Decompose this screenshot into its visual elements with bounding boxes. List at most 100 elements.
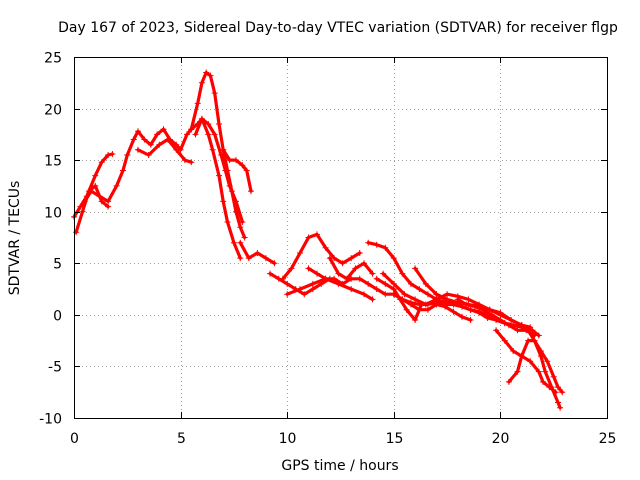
data-point	[209, 146, 216, 153]
data-point	[382, 280, 389, 287]
data-point	[369, 270, 376, 277]
data-point	[194, 100, 201, 107]
data-point	[105, 198, 112, 205]
data-point	[535, 368, 542, 375]
series-line	[392, 292, 473, 322]
data-point	[525, 337, 532, 344]
series-track-4	[124, 115, 244, 262]
data-point	[237, 224, 244, 231]
x-axis-label: GPS time / hours	[281, 458, 398, 474]
series-line	[281, 232, 362, 281]
data-point	[442, 296, 448, 303]
data-point	[444, 291, 451, 298]
data-point	[352, 265, 359, 272]
data-point	[365, 239, 372, 246]
x-tick-label: 5	[177, 431, 186, 447]
data-point	[288, 265, 295, 272]
data-point	[230, 239, 237, 246]
data-point	[501, 337, 508, 344]
data-point	[348, 255, 355, 262]
data-point	[390, 280, 397, 287]
data-point	[241, 234, 248, 241]
data-point	[322, 275, 329, 282]
data-point	[486, 306, 493, 313]
data-point	[418, 301, 425, 308]
data-point	[380, 270, 387, 277]
data-point	[96, 193, 103, 200]
data-point	[92, 172, 99, 179]
data-point	[105, 203, 112, 210]
data-point	[459, 313, 465, 320]
data-point	[113, 182, 120, 189]
data-point	[399, 270, 406, 277]
data-point	[88, 188, 95, 195]
y-tick-label: 25	[44, 51, 62, 67]
data-point	[98, 198, 105, 205]
data-point	[226, 157, 233, 164]
data-point	[226, 182, 233, 189]
data-point	[81, 198, 88, 205]
data-point	[145, 152, 152, 158]
data-point	[548, 384, 555, 391]
data-point	[510, 348, 517, 354]
series-track-9	[237, 239, 278, 267]
data-point	[505, 322, 512, 329]
data-point	[254, 250, 261, 256]
y-tick-label: 5	[53, 257, 62, 273]
data-point	[120, 167, 126, 174]
data-point	[412, 296, 419, 303]
data-point	[488, 311, 495, 318]
tick-layer: 0 5 10 15 20 25 -10 -5 0 5 10 15 20 25	[39, 51, 616, 448]
data-point	[557, 404, 564, 411]
data-point	[305, 265, 312, 272]
data-point	[188, 159, 195, 166]
data-point	[433, 301, 440, 308]
series-track-3	[81, 152, 131, 205]
data-point	[98, 159, 105, 166]
data-point	[505, 378, 512, 385]
data-point	[397, 296, 404, 303]
data-point	[92, 182, 99, 189]
data-point	[382, 291, 389, 298]
data-point	[173, 141, 180, 148]
data-point	[339, 280, 346, 287]
data-point	[239, 162, 246, 169]
data-point	[184, 131, 190, 138]
x-tick-label: 20	[492, 431, 510, 447]
data-point	[348, 286, 355, 293]
data-point	[77, 203, 84, 210]
data-point	[309, 280, 316, 287]
data-point	[450, 308, 457, 315]
data-point	[433, 291, 440, 298]
series-layer	[71, 69, 566, 411]
series-track-24	[326, 255, 376, 282]
data-point	[220, 198, 227, 205]
data-point	[331, 275, 338, 282]
data-point	[390, 255, 397, 262]
data-point	[271, 260, 278, 267]
data-point	[442, 303, 448, 310]
data-point	[243, 167, 250, 174]
data-point	[514, 368, 521, 375]
data-point	[205, 131, 212, 138]
data-point	[297, 250, 303, 256]
data-point	[245, 255, 252, 262]
data-point	[233, 157, 239, 164]
data-point	[407, 301, 414, 308]
data-point	[484, 315, 491, 321]
data-point	[518, 353, 525, 360]
data-point	[188, 126, 195, 133]
data-point	[356, 250, 363, 256]
x-tick-label: 0	[70, 431, 79, 447]
data-point	[463, 301, 470, 308]
data-point	[239, 219, 246, 225]
data-point	[216, 121, 222, 127]
data-point	[141, 136, 148, 143]
series-track-11	[279, 231, 363, 282]
data-point	[531, 332, 538, 339]
plot-frame	[74, 57, 608, 419]
data-point	[497, 309, 504, 316]
data-point	[424, 291, 431, 298]
data-point	[537, 348, 544, 354]
data-point	[412, 317, 419, 323]
